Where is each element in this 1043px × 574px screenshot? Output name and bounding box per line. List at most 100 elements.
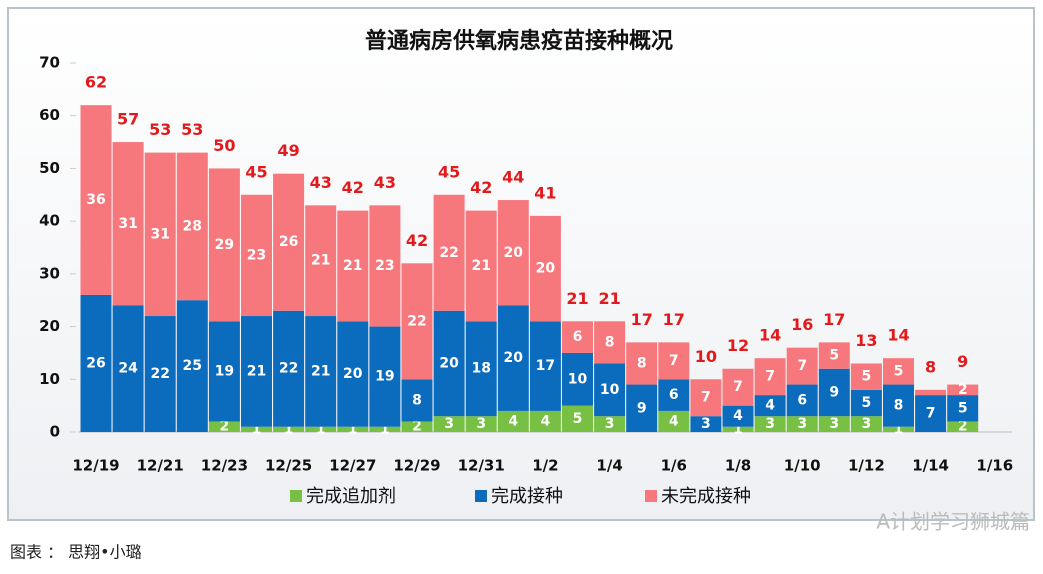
bar-segment xyxy=(144,152,176,317)
bar-segment xyxy=(722,426,754,432)
data-label: 1 xyxy=(733,421,743,437)
data-label: 23 xyxy=(247,247,266,263)
data-label: 1 xyxy=(284,421,294,437)
data-label: 1 xyxy=(380,421,390,437)
x-tick-label: 12/31 xyxy=(458,457,505,475)
data-label: 2 xyxy=(412,419,422,435)
x-tick-label: 12/27 xyxy=(329,457,376,475)
bar-segment xyxy=(562,321,593,353)
total-label: 44 xyxy=(502,168,524,187)
bar-segment xyxy=(786,416,818,432)
bar-segment xyxy=(786,347,818,385)
data-label: 3 xyxy=(829,416,839,432)
bar-segment xyxy=(305,205,337,317)
data-label: 21 xyxy=(471,258,490,274)
bar-segment xyxy=(433,194,465,311)
data-label: 2 xyxy=(958,419,968,435)
data-label: 22 xyxy=(439,245,458,261)
data-label: 3 xyxy=(765,416,775,432)
data-label: 20 xyxy=(504,245,524,261)
y-tick-label: 70 xyxy=(39,54,60,72)
data-label: 6 xyxy=(669,387,679,403)
data-label: 7 xyxy=(669,353,679,369)
bar-segment xyxy=(818,342,850,369)
legend-swatch xyxy=(475,490,487,502)
bar-segment xyxy=(305,426,337,432)
bar-segment xyxy=(529,321,561,411)
data-label: 4 xyxy=(733,408,743,424)
bar-segment xyxy=(562,405,593,432)
data-label: 20 xyxy=(343,366,363,382)
data-label: 36 xyxy=(86,192,105,208)
bar-segment xyxy=(818,416,850,432)
x-tick-label: 12/23 xyxy=(201,457,248,475)
data-label: 31 xyxy=(150,226,169,242)
data-label: 26 xyxy=(86,355,105,371)
legend-swatch xyxy=(645,490,657,502)
total-label: 21 xyxy=(566,289,588,308)
data-label: 24 xyxy=(118,361,138,377)
bar-segment xyxy=(144,316,176,432)
data-label: 5 xyxy=(862,369,872,385)
watermark: A计划学习狮城篇 xyxy=(876,510,1030,534)
x-tick-label: 1/14 xyxy=(912,457,949,475)
x-tick-label: 12/19 xyxy=(72,457,119,475)
y-tick-label: 60 xyxy=(39,106,60,124)
data-label: 23 xyxy=(375,258,394,274)
legend-label: 完成追加剂 xyxy=(306,486,396,507)
data-label: 29 xyxy=(215,237,234,253)
data-label: 17 xyxy=(536,358,555,374)
bar-segment xyxy=(754,416,786,432)
bar-segment xyxy=(176,300,208,432)
total-label: 17 xyxy=(823,310,845,329)
data-label: 6 xyxy=(797,392,807,408)
data-label: 7 xyxy=(797,358,807,374)
data-label: 3 xyxy=(862,416,872,432)
data-label: 7 xyxy=(701,390,711,406)
data-label: 1 xyxy=(316,421,326,437)
total-label: 42 xyxy=(406,231,428,250)
bar-segment xyxy=(690,416,722,432)
data-label: 22 xyxy=(407,313,426,329)
y-tick-label: 0 xyxy=(50,423,60,441)
data-label: 25 xyxy=(183,358,202,374)
total-label: 17 xyxy=(631,310,653,329)
y-tick-label: 20 xyxy=(39,317,60,335)
bar-segment xyxy=(80,294,112,432)
total-label: 16 xyxy=(791,315,813,334)
data-label: 19 xyxy=(375,369,394,385)
total-label: 13 xyxy=(855,331,877,350)
bar-segment xyxy=(850,416,882,432)
data-label: 20 xyxy=(536,261,556,277)
total-label: 8 xyxy=(925,357,936,376)
bar-segment xyxy=(176,152,208,301)
data-label: 21 xyxy=(247,363,266,379)
data-label: 19 xyxy=(215,363,234,379)
data-label: 1 xyxy=(252,421,262,437)
x-tick-label: 1/6 xyxy=(661,457,687,475)
bar-segment xyxy=(369,326,401,427)
bar-segment xyxy=(273,310,305,427)
data-label: 7 xyxy=(765,369,775,385)
bar-segment xyxy=(722,405,754,427)
bar-segment xyxy=(915,395,947,432)
bar-segment xyxy=(818,368,850,417)
data-label: 8 xyxy=(637,355,647,371)
y-tick-label: 40 xyxy=(39,212,60,230)
data-label: 1 xyxy=(894,421,904,437)
data-label: 31 xyxy=(118,216,137,232)
total-label: 53 xyxy=(181,120,203,139)
bar-segment xyxy=(850,363,882,390)
data-label: 18 xyxy=(471,361,490,377)
data-label: 9 xyxy=(829,384,839,400)
bar-segment xyxy=(80,105,112,295)
bar-segment xyxy=(241,316,272,427)
total-label: 42 xyxy=(470,178,492,197)
bar-segment xyxy=(208,168,240,322)
bar-segment xyxy=(305,316,337,427)
total-label: 45 xyxy=(245,162,267,181)
x-tick-label: 12/25 xyxy=(265,457,312,475)
bar-segment xyxy=(658,379,690,411)
bar-segment xyxy=(529,215,561,322)
bar-segment xyxy=(208,321,240,422)
